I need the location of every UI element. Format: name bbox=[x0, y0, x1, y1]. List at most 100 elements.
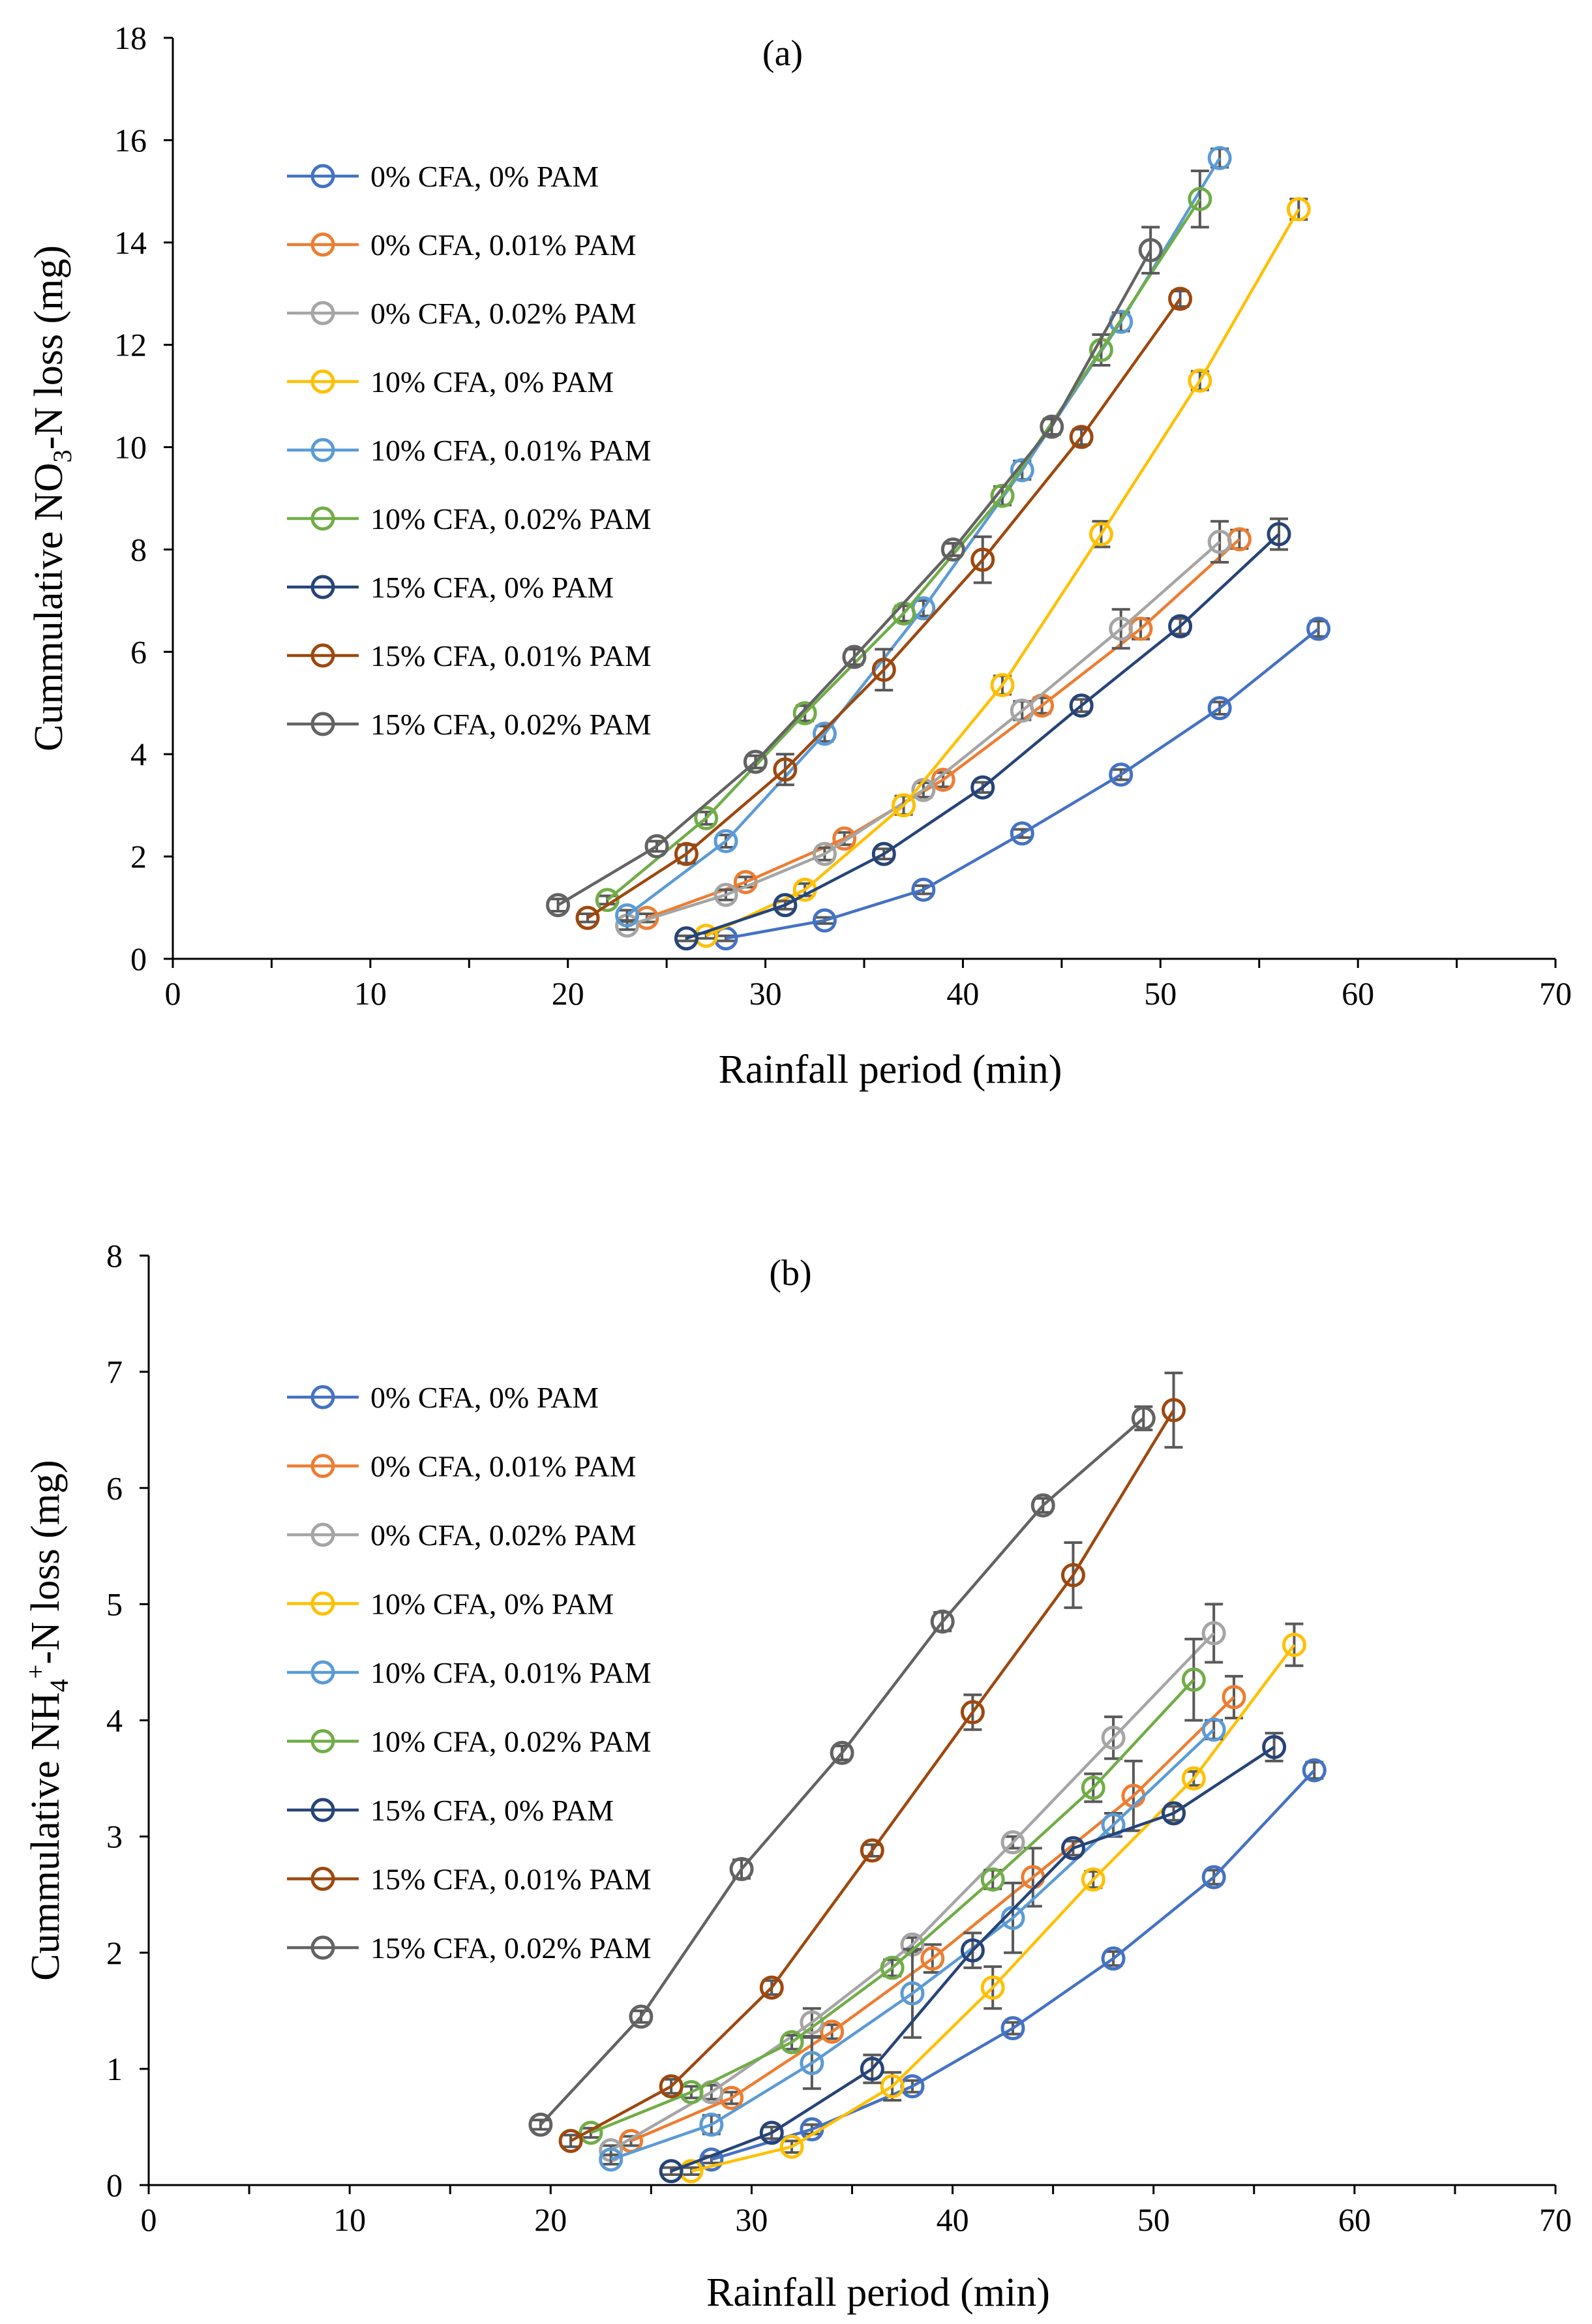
legend-entry: 15% CFA, 0.01% PAM bbox=[287, 639, 652, 672]
y-tick-label: 0 bbox=[106, 2167, 123, 2203]
legend-marker bbox=[310, 1729, 335, 1753]
legend-label: 15% CFA, 0.02% PAM bbox=[370, 708, 652, 741]
data-point bbox=[880, 2074, 905, 2099]
legend-entry: 10% CFA, 0.02% PAM bbox=[287, 502, 652, 536]
data-point bbox=[558, 2128, 583, 2153]
data-point bbox=[980, 1975, 1005, 2000]
y-tick-label: 14 bbox=[114, 224, 147, 261]
data-point bbox=[1222, 1685, 1246, 1710]
series-8 bbox=[558, 1371, 1186, 2153]
x-axis-label: Rainfall period (min) bbox=[719, 1048, 1062, 1092]
data-point bbox=[892, 793, 916, 818]
data-point bbox=[759, 2120, 784, 2145]
data-point bbox=[1207, 145, 1232, 170]
x-tick-label: 60 bbox=[1338, 2201, 1371, 2238]
data-point bbox=[1060, 1563, 1085, 1588]
series-line bbox=[691, 1644, 1296, 2173]
data-point bbox=[713, 829, 738, 854]
series-6 bbox=[595, 169, 1212, 913]
data-point bbox=[659, 2159, 683, 2184]
data-point bbox=[960, 1700, 985, 1725]
data-point bbox=[1000, 2016, 1025, 2041]
data-point bbox=[1282, 1633, 1306, 1657]
data-point bbox=[1302, 1758, 1327, 1783]
data-point bbox=[1081, 1775, 1105, 1800]
data-point bbox=[1201, 1865, 1226, 1890]
data-point bbox=[578, 2120, 603, 2145]
data-point bbox=[546, 893, 571, 918]
series-4 bbox=[694, 197, 1311, 948]
y-tick-label: 5 bbox=[106, 1586, 123, 1622]
legend-entry: 15% CFA, 0.02% PAM bbox=[287, 1931, 652, 1965]
data-point bbox=[779, 2134, 804, 2159]
legend-marker bbox=[310, 301, 335, 325]
data-point bbox=[860, 1838, 884, 1863]
data-point bbox=[1060, 1835, 1085, 1860]
legend-entry: 0% CFA, 0% PAM bbox=[287, 160, 599, 193]
data-point bbox=[659, 2074, 683, 2099]
data-point bbox=[1168, 286, 1193, 311]
data-point bbox=[1040, 414, 1064, 439]
data-point bbox=[528, 2112, 553, 2137]
legend-marker bbox=[310, 1522, 335, 1547]
legend-entry: 10% CFA, 0.02% PAM bbox=[287, 1725, 652, 1758]
y-tick-label: 10 bbox=[114, 429, 147, 466]
data-point bbox=[930, 1609, 955, 1634]
y-axis-label-part: -N loss (mg) bbox=[23, 1460, 68, 1664]
data-point bbox=[900, 1981, 925, 2006]
data-point bbox=[1109, 616, 1134, 641]
legend-marker bbox=[310, 643, 335, 668]
data-point bbox=[1138, 238, 1163, 263]
x-tick-label: 30 bbox=[735, 2201, 768, 2238]
data-point bbox=[1069, 425, 1094, 449]
y-axis-label: Cummulative NO3-N loss (mg) bbox=[27, 245, 77, 751]
legend-marker bbox=[310, 1660, 335, 1685]
legend-label: 15% CFA, 0.02% PAM bbox=[370, 1931, 652, 1965]
series-9 bbox=[546, 226, 1163, 918]
data-point bbox=[832, 826, 857, 851]
data-point bbox=[1131, 1406, 1156, 1430]
legend-entry: 10% CFA, 0.01% PAM bbox=[287, 434, 652, 467]
x-tick-label: 0 bbox=[141, 2201, 157, 2238]
data-point bbox=[694, 806, 719, 830]
data-point bbox=[1089, 522, 1113, 547]
data-point bbox=[880, 1955, 905, 1980]
data-point bbox=[792, 701, 817, 725]
legend-marker bbox=[310, 1385, 335, 1410]
y-tick-label: 8 bbox=[130, 531, 147, 567]
y-tick-label: 16 bbox=[114, 122, 147, 158]
y-axis-label-part: Cummulative NH bbox=[23, 1692, 68, 1981]
y-tick-label: 6 bbox=[130, 633, 147, 670]
series-1 bbox=[713, 616, 1331, 951]
data-point bbox=[842, 644, 867, 669]
legend-label: 15% CFA, 0% PAM bbox=[370, 1794, 614, 1827]
data-point bbox=[1168, 614, 1193, 639]
data-point bbox=[1267, 522, 1291, 547]
data-point bbox=[1081, 1867, 1105, 1892]
data-point bbox=[1207, 530, 1232, 554]
y-axis-label: Cummulative NH4+-N loss (mg) bbox=[21, 1460, 74, 1981]
legend-label: 10% CFA, 0.01% PAM bbox=[370, 434, 652, 467]
data-point bbox=[860, 2057, 884, 2081]
data-point bbox=[629, 2004, 653, 2029]
data-point bbox=[1306, 616, 1331, 641]
data-point bbox=[1162, 1398, 1186, 1423]
legend-label: 10% CFA, 0.02% PAM bbox=[370, 1725, 652, 1758]
legend-marker bbox=[310, 164, 335, 189]
data-point bbox=[1109, 762, 1134, 787]
legend-label: 0% CFA, 0.01% PAM bbox=[370, 228, 637, 262]
y-axis-label-part: -N loss (mg) bbox=[27, 245, 71, 449]
data-point bbox=[931, 767, 955, 792]
x-tick-label: 10 bbox=[354, 975, 387, 1012]
x-tick-label: 70 bbox=[1539, 2201, 1572, 2238]
series-2 bbox=[635, 527, 1252, 930]
x-tick-label: 50 bbox=[1144, 975, 1177, 1012]
legend-entry: 15% CFA, 0.01% PAM bbox=[287, 1863, 652, 1896]
legend-marker bbox=[310, 1867, 335, 1891]
series-line bbox=[646, 538, 1240, 920]
legend-label: 15% CFA, 0.01% PAM bbox=[370, 1863, 652, 1896]
legend-entry: 10% CFA, 0.01% PAM bbox=[287, 1656, 652, 1689]
legend-entry: 10% CFA, 0% PAM bbox=[287, 1588, 614, 1621]
panel-title: (a) bbox=[762, 33, 803, 74]
y-tick-label: 18 bbox=[114, 20, 147, 56]
